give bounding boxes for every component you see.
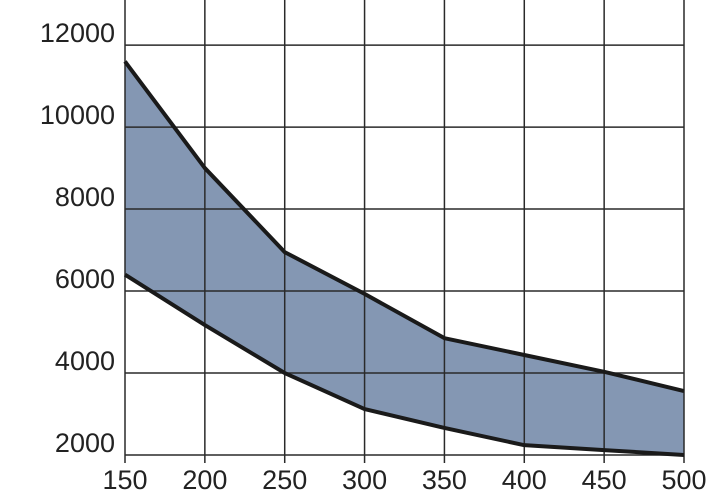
- y-tick-label: 2000: [55, 428, 115, 458]
- range-line: [123, 272, 685, 457]
- range-area: [125, 61, 684, 456]
- x-tick-label: 250: [262, 465, 307, 495]
- x-tick-label: 150: [102, 465, 147, 495]
- x-tick-label: 200: [182, 465, 227, 495]
- range-line: [123, 60, 685, 393]
- x-tick-label: 300: [342, 465, 387, 495]
- y-tick-label: 4000: [55, 346, 115, 376]
- y-tick-label: 10000: [40, 100, 115, 130]
- y-tick-label: 8000: [55, 182, 115, 212]
- y-tick-label: 6000: [55, 264, 115, 294]
- x-tick-label: 500: [661, 465, 706, 495]
- x-tick-label: 350: [422, 465, 467, 495]
- x-tick-label: 400: [502, 465, 547, 495]
- y-tick-label: 12000: [40, 18, 115, 48]
- x-tick-label: 450: [582, 465, 627, 495]
